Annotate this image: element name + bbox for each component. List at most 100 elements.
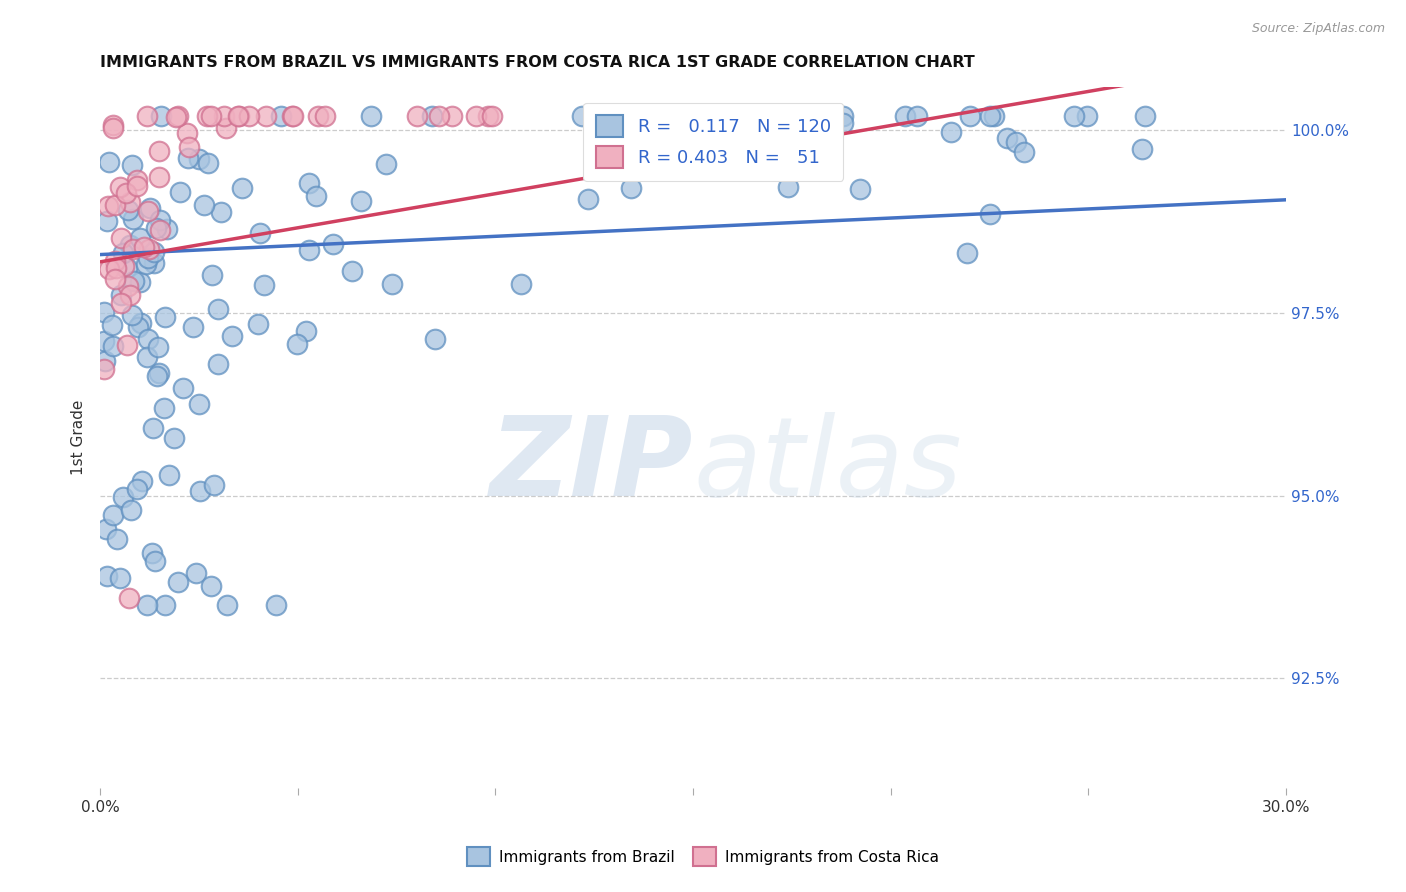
- Point: [148, 145, 170, 159]
- Point: [112, 490, 135, 504]
- Point: [148, 366, 170, 380]
- Point: [142, 255, 165, 269]
- Point: [636, 113, 658, 128]
- Point: [221, 329, 243, 343]
- Point: [110, 231, 132, 245]
- Point: [125, 173, 148, 187]
- Point: [104, 260, 127, 275]
- Point: [148, 170, 170, 185]
- Point: [941, 125, 963, 139]
- Point: [108, 571, 131, 585]
- Point: [481, 109, 503, 123]
- Point: [238, 109, 260, 123]
- Point: [143, 554, 166, 568]
- Point: [280, 109, 302, 123]
- Point: [207, 301, 229, 316]
- Point: [111, 246, 134, 260]
- Text: IMMIGRANTS FROM BRAZIL VS IMMIGRANTS FROM COSTA RICA 1ST GRADE CORRELATION CHART: IMMIGRANTS FROM BRAZIL VS IMMIGRANTS FRO…: [100, 55, 974, 70]
- Point: [266, 598, 288, 612]
- Point: [157, 468, 180, 483]
- Point: [136, 598, 159, 612]
- Point: [188, 483, 211, 498]
- Point: [138, 242, 160, 256]
- Point: [200, 579, 222, 593]
- Point: [129, 317, 152, 331]
- Point: [620, 181, 643, 195]
- Point: [93, 334, 115, 348]
- Point: [122, 242, 145, 256]
- Point: [905, 109, 928, 123]
- Point: [120, 194, 142, 209]
- Point: [94, 354, 117, 368]
- Point: [298, 176, 321, 190]
- Point: [94, 522, 117, 536]
- Point: [440, 109, 463, 123]
- Point: [314, 109, 336, 123]
- Point: [153, 598, 176, 612]
- Text: ZIP: ZIP: [489, 412, 693, 519]
- Point: [138, 332, 160, 346]
- Point: [226, 109, 249, 123]
- Point: [202, 478, 225, 492]
- Point: [108, 179, 131, 194]
- Point: [177, 140, 200, 154]
- Point: [120, 287, 142, 301]
- Point: [193, 198, 215, 212]
- Point: [254, 109, 277, 123]
- Point: [104, 198, 127, 212]
- Point: [769, 117, 792, 131]
- Point: [350, 194, 373, 209]
- Legend: Immigrants from Brazil, Immigrants from Costa Rica: Immigrants from Brazil, Immigrants from …: [460, 839, 946, 873]
- Point: [956, 246, 979, 260]
- Point: [342, 264, 364, 278]
- Point: [96, 214, 118, 228]
- Point: [121, 308, 143, 322]
- Point: [360, 109, 382, 123]
- Point: [101, 118, 124, 132]
- Point: [247, 317, 270, 331]
- Point: [136, 251, 159, 265]
- Point: [96, 568, 118, 582]
- Point: [1005, 136, 1028, 150]
- Point: [571, 109, 593, 123]
- Point: [832, 116, 855, 130]
- Point: [122, 211, 145, 226]
- Point: [995, 130, 1018, 145]
- Point: [979, 207, 1001, 221]
- Point: [298, 243, 321, 257]
- Point: [307, 109, 329, 123]
- Point: [197, 155, 219, 169]
- Point: [778, 179, 800, 194]
- Point: [201, 268, 224, 283]
- Point: [118, 591, 141, 605]
- Point: [253, 278, 276, 293]
- Point: [181, 320, 204, 334]
- Point: [115, 186, 138, 200]
- Point: [295, 325, 318, 339]
- Point: [136, 204, 159, 219]
- Point: [270, 109, 292, 123]
- Point: [120, 503, 142, 517]
- Point: [139, 201, 162, 215]
- Legend: R =   0.117   N = 120, R = 0.403   N =   51: R = 0.117 N = 120, R = 0.403 N = 51: [583, 103, 844, 181]
- Point: [706, 114, 728, 128]
- Point: [143, 245, 166, 260]
- Point: [281, 109, 304, 123]
- Point: [231, 181, 253, 195]
- Point: [188, 152, 211, 166]
- Point: [121, 158, 143, 172]
- Point: [167, 574, 190, 589]
- Point: [464, 109, 486, 123]
- Point: [125, 482, 148, 496]
- Point: [176, 126, 198, 140]
- Y-axis label: 1st Grade: 1st Grade: [72, 400, 86, 475]
- Point: [149, 212, 172, 227]
- Point: [122, 274, 145, 288]
- Point: [831, 109, 853, 123]
- Point: [169, 185, 191, 199]
- Point: [322, 236, 344, 251]
- Point: [195, 109, 218, 123]
- Point: [165, 110, 187, 124]
- Point: [509, 277, 531, 292]
- Point: [127, 178, 149, 193]
